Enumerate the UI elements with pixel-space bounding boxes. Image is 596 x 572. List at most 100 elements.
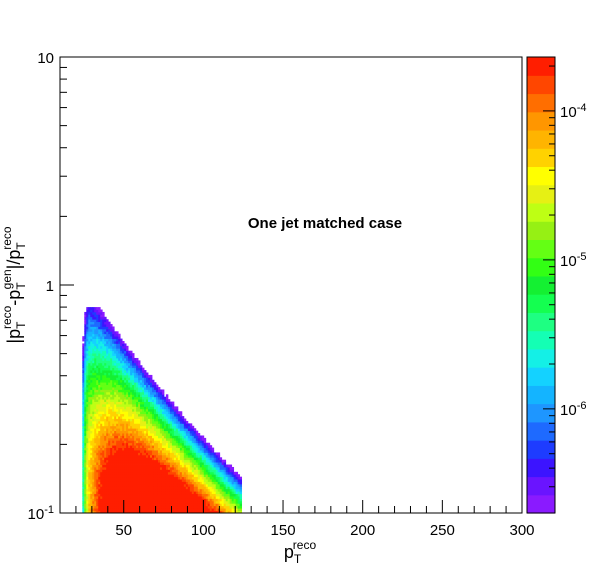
heatmap-cell [140,430,143,434]
heatmap-cell [122,486,125,490]
heatmap-cell [118,469,121,473]
heatmap-cell [88,314,91,318]
heatmap-cell [104,387,107,390]
heatmap-cell [90,481,93,485]
heatmap-cell [134,447,137,451]
heatmap-cell [177,418,181,422]
heatmap-cell [150,462,153,465]
heatmap-cell [130,479,133,482]
heatmap-cell [134,445,137,448]
heatmap-cell [110,442,113,446]
heatmap-cell [136,379,139,383]
heatmap-cell [114,445,117,448]
heatmap-cell [146,450,149,453]
heatmap-cell [152,471,155,475]
heatmap-cell [82,367,85,371]
heatmap-cell [130,493,133,497]
heatmap-cell [165,462,169,465]
heatmap-cell [153,433,157,436]
heatmap-cell [130,435,133,439]
heatmap-cell [171,418,175,422]
heatmap-cell [211,505,215,509]
heatmap-cell [197,505,201,509]
heatmap-cell [177,445,181,448]
heatmap-cell [229,505,233,509]
heatmap-cell [185,452,189,456]
heatmap-cell [187,428,191,432]
heatmap-cell [197,450,201,453]
heatmap-cell [161,430,165,434]
heatmap-cell [116,454,119,458]
heatmap-cell [116,505,119,509]
heatmap-cell [161,505,165,509]
heatmap-cell [175,496,179,499]
heatmap-cell [122,362,125,366]
heatmap-cell [231,505,235,509]
heatmap-cell [128,379,131,383]
heatmap-cell [153,454,157,458]
heatmap-cell [92,331,95,335]
heatmap-cell [136,466,139,470]
heatmap-cell [233,483,237,487]
heatmap-cell [130,365,133,369]
heatmap-cell [181,500,185,504]
heatmap-cell [152,466,155,470]
heatmap-cell [157,496,161,499]
heatmap-cell [130,377,133,381]
heatmap-cell [120,491,123,495]
heatmap-cell [134,365,137,369]
heatmap-cell [193,428,197,432]
heatmap-cell [104,384,107,388]
heatmap-cell [118,474,121,478]
heatmap-cell [86,324,89,327]
heatmap-cell [146,389,149,393]
heatmap-cell [199,445,203,448]
heatmap-cell [138,416,141,419]
heatmap-cell [84,343,87,347]
heatmap-cell [209,486,213,490]
heatmap-cell [155,488,159,492]
heatmap-cell [237,491,241,495]
heatmap-cell [134,430,137,434]
heatmap-cell [199,500,203,504]
heatmap-cell [191,450,195,453]
heatmap-cell [100,353,103,356]
heatmap-cell [90,457,93,461]
heatmap-cell [112,408,115,412]
heatmap-cell [189,498,193,502]
heatmap-cell [227,486,231,490]
heatmap-cell [157,408,161,412]
heatmap-cell [136,387,139,390]
heatmap-cell [217,459,221,463]
heatmap-cell [175,503,179,507]
heatmap-cell [227,469,231,473]
heatmap-cell [124,447,127,451]
heatmap-cell [132,471,135,475]
heatmap-cell [114,394,117,398]
heatmap-cell [155,510,159,513]
heatmap-cell [142,382,145,386]
heatmap-cell [153,423,157,427]
heatmap-cell [116,488,119,492]
heatmap-cell [201,459,205,463]
heatmap-cell [100,510,103,513]
heatmap-cell [195,447,199,451]
heatmap-cell [128,394,131,398]
heatmap-cell [94,360,97,364]
heatmap-cell [179,476,183,480]
heatmap-cell [130,384,133,388]
heatmap-cell [144,464,147,468]
heatmap-cell [157,459,161,463]
heatmap-cell [110,450,113,453]
heatmap-cell [100,493,103,497]
heatmap-cell [118,452,121,456]
heatmap-cell [114,367,117,371]
heatmap-cell [100,474,103,478]
heatmap-cell [183,418,187,422]
heatmap-cell [185,445,189,448]
heatmap-cell [86,391,89,395]
heatmap-cell [120,401,123,405]
heatmap-cell [150,425,153,429]
heatmap-cell [191,493,195,497]
heatmap-cell [140,486,143,490]
